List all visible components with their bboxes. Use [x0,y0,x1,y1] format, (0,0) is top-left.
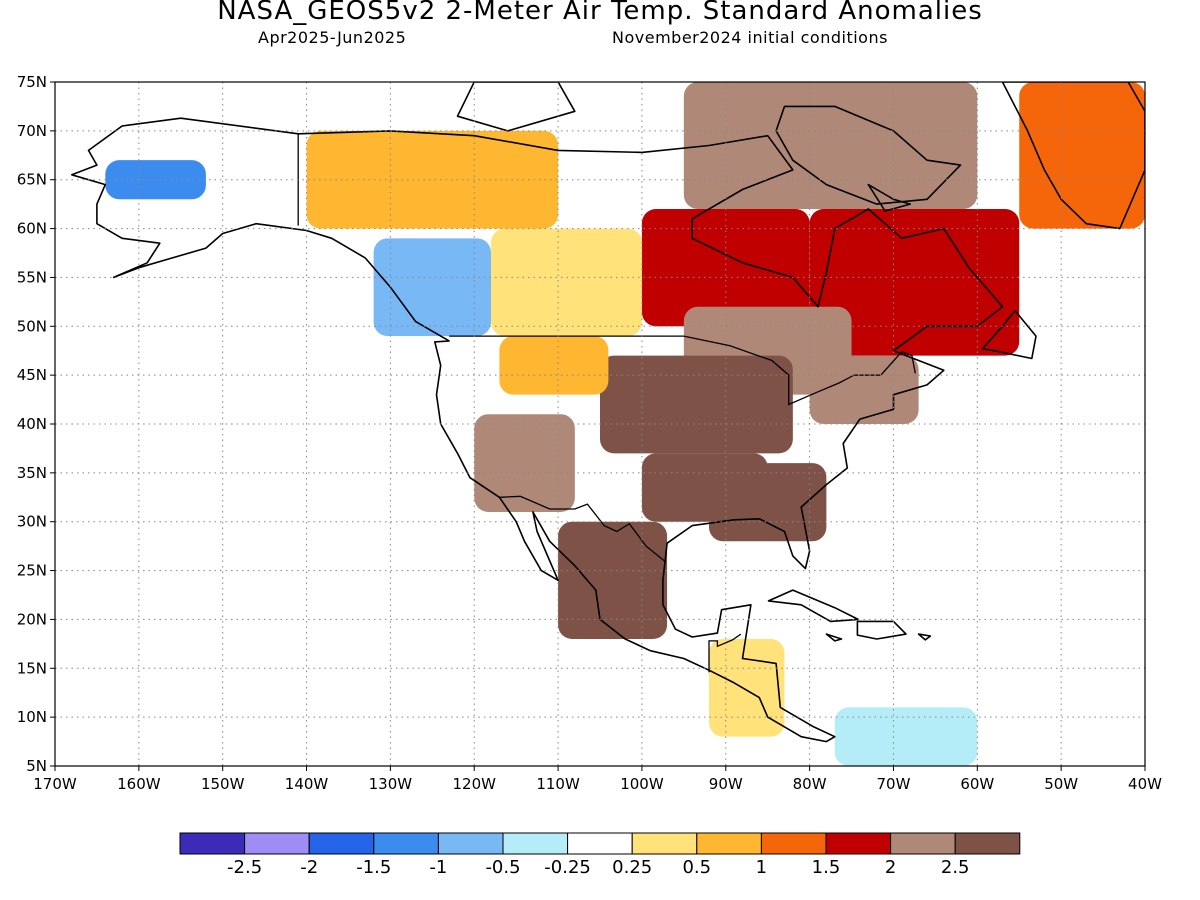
color-scale-label: 1 [756,857,767,878]
coastline [917,633,932,641]
anomaly-region [474,414,575,512]
lon-label: 160W [117,775,161,793]
lon-label: 150W [201,775,245,793]
lat-label: 5N [26,757,47,775]
anomaly-region [683,82,978,210]
color-swatch [631,832,698,855]
lat-label: 30N [17,513,47,531]
color-scale-label: -1.5 [356,857,391,878]
anomaly-region [834,707,978,766]
lon-label: 110W [536,775,580,793]
lon-label: 140W [285,775,329,793]
color-swatch [179,832,246,855]
longitude-labels: 170W 160W 150W 140W 130W 120W 110W 100W 90W 80W 70… [33,766,1162,793]
anomaly-region [709,638,785,737]
color-scale-label: -1 [429,857,447,878]
graticule [55,82,1145,766]
border-line [683,335,916,406]
anomaly-region [809,209,1020,356]
lon-label: 40W [1128,775,1162,793]
color-swatch [502,832,569,855]
anomaly-region [491,228,642,337]
initial-conditions: November2024 initial conditions [612,28,888,47]
coastlines [71,82,1145,743]
lat-label: 45N [17,366,47,384]
color-swatch [437,832,504,855]
coastline [825,633,843,642]
anomaly-region [373,238,491,337]
color-scale-label: -2.5 [227,857,262,878]
color-swatch [567,832,633,855]
color-swatch [825,832,892,855]
anomaly-region [600,355,793,454]
color-scale-label: 0.5 [682,857,711,878]
anomaly-region [105,160,206,200]
lat-label: 35N [17,464,47,482]
coastline [456,82,576,132]
anomaly-region [709,463,827,542]
color-scale-label: 2 [885,857,896,878]
color-swatch [760,832,827,855]
lat-label: 15N [17,659,47,677]
coastline [775,105,962,205]
lat-label: 55N [17,268,47,286]
color-swatch [373,832,439,855]
anomaly-field [96,82,1145,766]
anomaly-region [809,355,919,424]
lon-label: 130W [369,775,413,793]
color-scale-bar: -2.5 -2 -1.5 -1 -0.5 -0.25 0.25 0.5 1 1.5 2 2.5 [179,832,1021,878]
color-swatch [308,832,375,855]
coastline [1001,82,1145,230]
lat-label: 25N [17,562,47,580]
lon-label: 170W [33,775,77,793]
lat-label: 70N [17,122,47,140]
coastline [767,589,859,623]
anomaly-region [1019,82,1145,229]
lat-label: 10N [17,708,47,726]
color-swatch [890,832,956,855]
lat-label: 75N [17,73,47,91]
lon-label: 50W [1044,775,1078,793]
coastline [71,117,1004,743]
color-scale-label: 0.25 [612,857,652,878]
lon-label: 80W [793,775,827,793]
color-scale-label: -0.25 [544,857,591,878]
lat-label: 60N [17,220,47,238]
lon-label: 70W [877,775,911,793]
lon-label: 120W [452,775,496,793]
lon-label: 60W [960,775,994,793]
forecast-period: Apr2025-Jun2025 [258,28,407,47]
color-scale-label: -0.5 [485,857,520,878]
border-line [708,633,742,673]
anomaly-region [558,521,668,639]
lat-label: 20N [17,610,47,628]
anomaly-region [306,130,559,229]
coastline [867,183,911,212]
lat-label: 40N [17,415,47,433]
coastline [856,620,907,640]
color-swatch [954,832,1021,855]
latitude-labels: 75N 70N 65N 60N 55N 50N 45N 40N 35N 30N 25N 20N 15N 1… [17,73,55,775]
color-swatch [244,832,310,855]
lon-label: 100W [620,775,664,793]
color-swatch [696,832,762,855]
lon-label: 90W [709,775,743,793]
border-line [499,495,666,563]
color-scale-label: 1.5 [812,857,841,878]
lat-label: 50N [17,317,47,335]
anomaly-region [641,209,810,327]
color-scale-label: -2 [300,857,318,878]
color-scale-label: 2.5 [941,857,970,878]
anomaly-region [499,336,609,395]
lat-label: 65N [17,171,47,189]
map-title: NASA_GEOS5v2 2-Meter Air Temp. Standard … [217,0,983,26]
